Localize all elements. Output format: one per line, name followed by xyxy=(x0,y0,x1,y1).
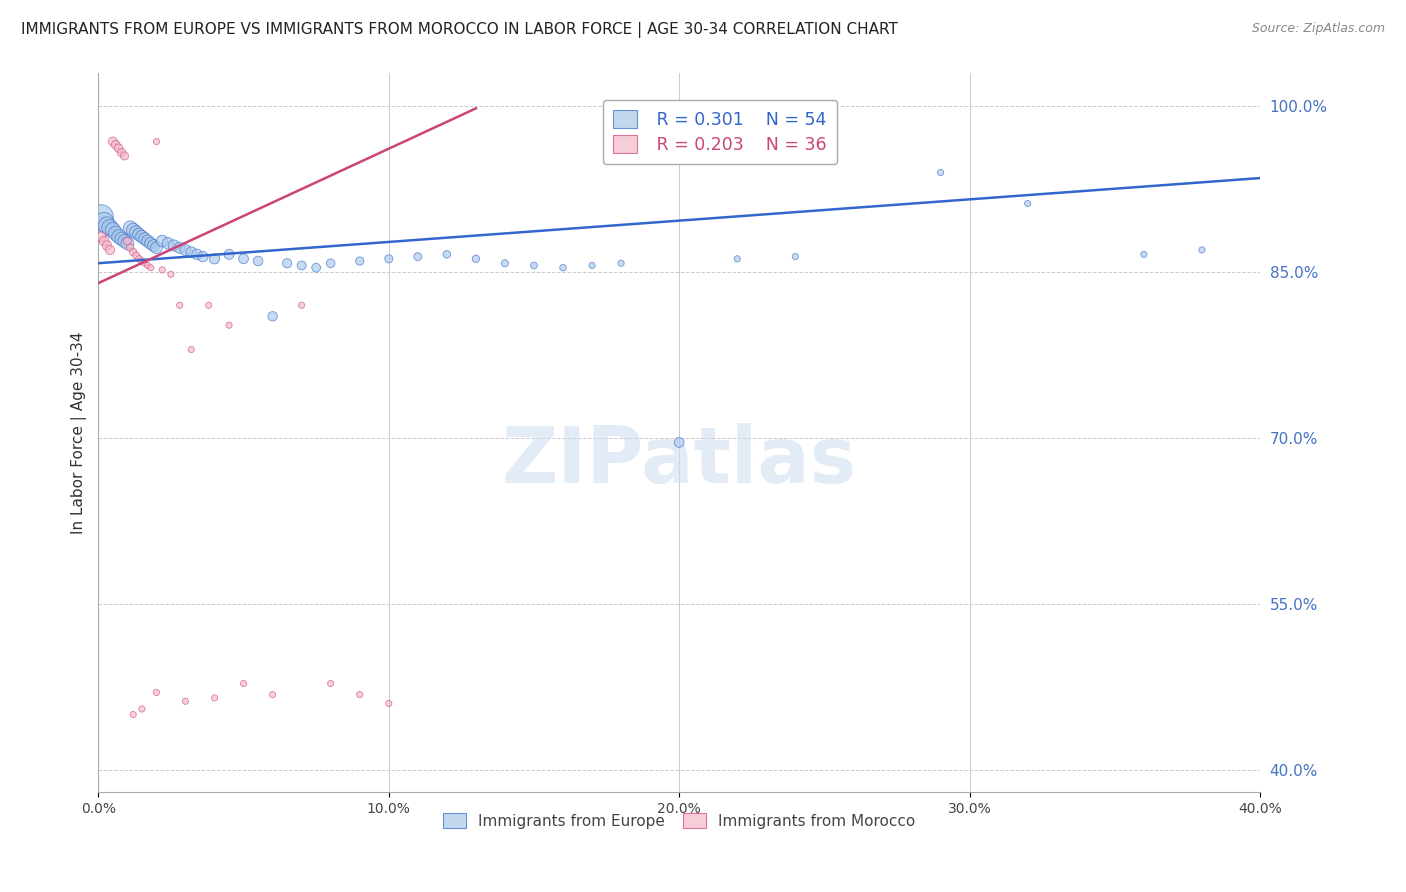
Point xyxy=(218,247,240,261)
Y-axis label: In Labor Force | Age 30-34: In Labor Force | Age 30-34 xyxy=(72,331,87,533)
Point xyxy=(122,707,145,722)
Point xyxy=(464,252,486,266)
Point xyxy=(104,137,127,152)
Point xyxy=(1191,243,1213,257)
Point xyxy=(291,298,314,312)
Text: IMMIGRANTS FROM EUROPE VS IMMIGRANTS FROM MOROCCO IN LABOR FORCE | AGE 30-34 COR: IMMIGRANTS FROM EUROPE VS IMMIGRANTS FRO… xyxy=(21,22,898,38)
Point xyxy=(610,256,633,270)
Point xyxy=(157,236,180,251)
Text: ZIPatlas: ZIPatlas xyxy=(502,423,856,500)
Point xyxy=(90,229,112,244)
Point xyxy=(247,254,270,268)
Point xyxy=(128,252,150,266)
Point xyxy=(204,690,226,705)
Point xyxy=(668,435,690,450)
Point xyxy=(169,241,191,255)
Point xyxy=(131,229,153,244)
Point xyxy=(551,260,574,275)
Text: Source: ZipAtlas.com: Source: ZipAtlas.com xyxy=(1251,22,1385,36)
Point xyxy=(107,229,129,244)
Point xyxy=(169,298,191,312)
Point xyxy=(232,252,254,266)
Point xyxy=(232,676,254,690)
Point xyxy=(378,697,401,711)
Point xyxy=(125,225,148,239)
Point xyxy=(319,256,342,270)
Point xyxy=(120,220,142,235)
Point xyxy=(145,685,167,699)
Point xyxy=(145,135,167,149)
Point xyxy=(110,232,132,246)
Point xyxy=(523,259,546,273)
Point xyxy=(785,250,807,264)
Point xyxy=(98,220,121,235)
Point xyxy=(291,259,314,273)
Point xyxy=(101,135,124,149)
Point xyxy=(305,260,328,275)
Point xyxy=(174,243,197,257)
Point xyxy=(117,236,139,251)
Point xyxy=(93,234,115,248)
Point xyxy=(1133,247,1156,261)
Point xyxy=(125,248,148,262)
Point xyxy=(180,343,202,357)
Point xyxy=(145,241,167,255)
Point xyxy=(117,234,139,248)
Point xyxy=(101,223,124,237)
Point xyxy=(96,219,118,233)
Point xyxy=(494,256,516,270)
Point xyxy=(134,256,156,270)
Point xyxy=(96,238,118,252)
Point xyxy=(218,318,240,333)
Point xyxy=(114,234,136,248)
Point xyxy=(406,250,429,264)
Point xyxy=(139,260,162,275)
Point xyxy=(180,245,202,260)
Point xyxy=(262,310,284,324)
Point xyxy=(114,149,136,163)
Point xyxy=(349,688,371,702)
Point xyxy=(262,688,284,702)
Point xyxy=(120,241,142,255)
Point xyxy=(139,236,162,251)
Point xyxy=(349,254,371,268)
Point xyxy=(136,234,159,248)
Point xyxy=(191,250,214,264)
Point xyxy=(107,141,129,155)
Legend: Immigrants from Europe, Immigrants from Morocco: Immigrants from Europe, Immigrants from … xyxy=(437,806,922,835)
Point xyxy=(104,227,127,241)
Point xyxy=(131,702,153,716)
Point xyxy=(160,268,183,282)
Point xyxy=(197,298,219,312)
Point xyxy=(93,215,115,229)
Point xyxy=(150,263,173,277)
Point xyxy=(436,247,458,261)
Point xyxy=(98,243,121,257)
Point xyxy=(122,223,145,237)
Point xyxy=(131,254,153,268)
Point xyxy=(134,232,156,246)
Point xyxy=(929,165,952,179)
Point xyxy=(90,210,112,224)
Point xyxy=(378,252,401,266)
Point xyxy=(725,252,748,266)
Point xyxy=(581,259,603,273)
Point xyxy=(204,252,226,266)
Point xyxy=(276,256,298,270)
Point xyxy=(122,245,145,260)
Point xyxy=(163,238,186,252)
Point xyxy=(1017,196,1039,211)
Point xyxy=(136,259,159,273)
Point xyxy=(128,227,150,242)
Point xyxy=(150,234,173,248)
Point xyxy=(142,238,165,252)
Point xyxy=(174,694,197,708)
Point xyxy=(110,145,132,160)
Point xyxy=(319,676,342,690)
Point xyxy=(186,247,208,261)
